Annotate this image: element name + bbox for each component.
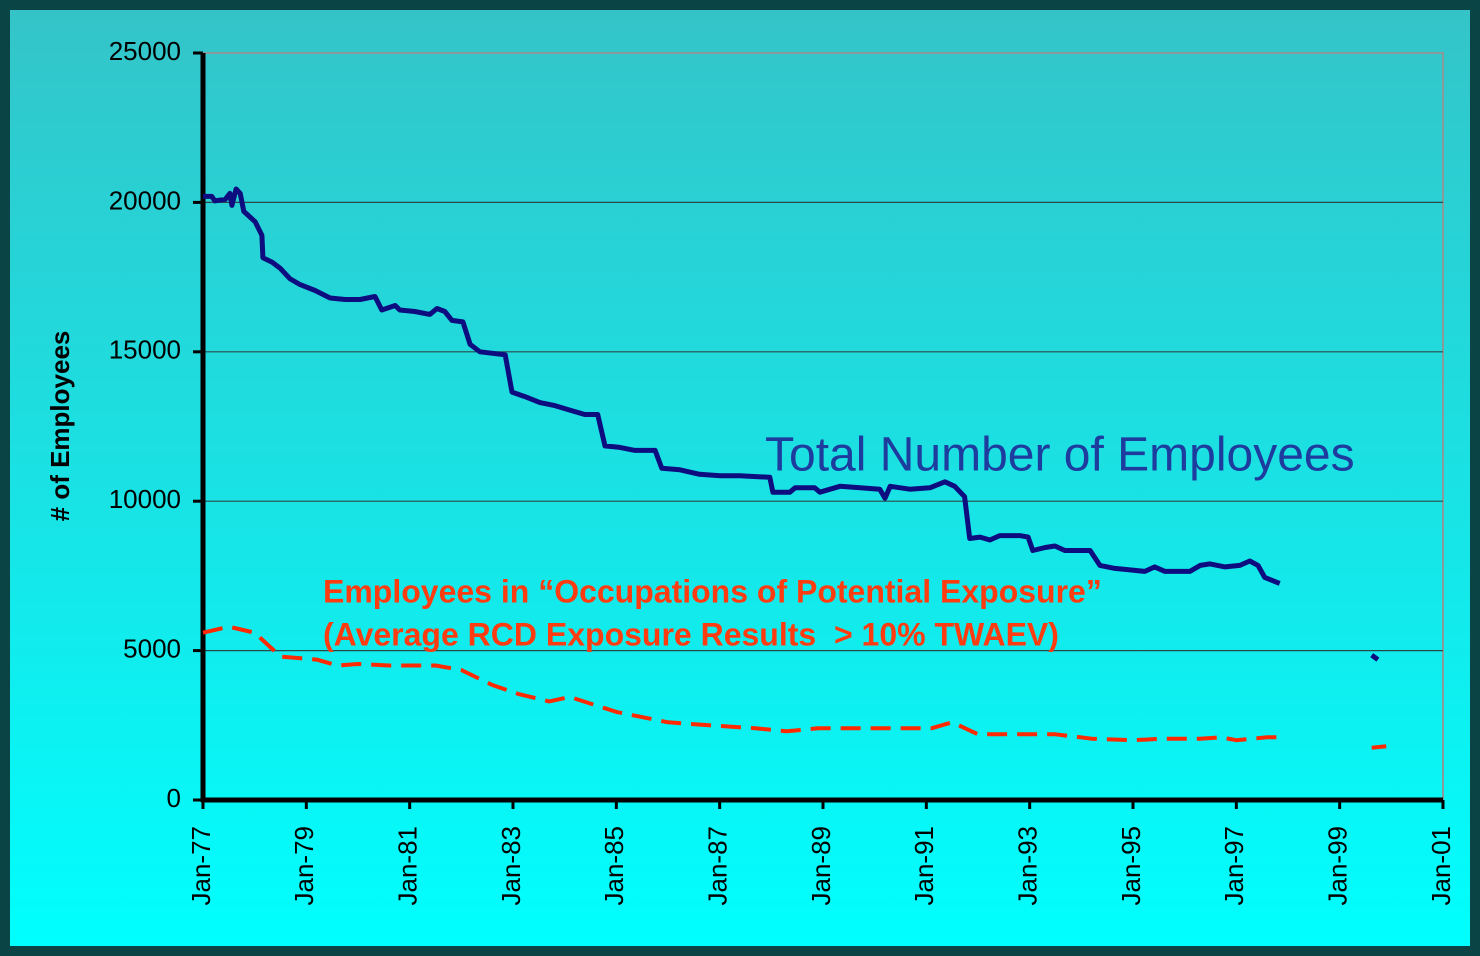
series-line <box>202 624 1387 750</box>
x-tick-label: Jan-91 <box>909 826 939 906</box>
annotation: (Average RCD Exposure Results > 10% TWAE… <box>323 616 1059 652</box>
x-tick-label: Jan-85 <box>599 826 629 906</box>
y-tick-label: 5000 <box>123 633 181 663</box>
x-tick-label: Jan-83 <box>496 826 526 906</box>
y-axis-label: # of Employees <box>45 331 75 522</box>
x-tick-label: Jan-93 <box>1013 826 1043 906</box>
x-tick-label: Jan-99 <box>1323 826 1353 906</box>
x-tick-label: Jan-97 <box>1219 826 1249 906</box>
series-line <box>203 186 1380 662</box>
x-tick-label: Jan-01 <box>1426 826 1456 906</box>
annotation: Employees in “Occupations of Potential E… <box>323 573 1102 609</box>
plot-border <box>203 52 1444 800</box>
annotation: Total Number of Employees <box>765 429 1355 482</box>
y-tick-label: 0 <box>167 783 181 813</box>
y-tick-label: 15000 <box>109 335 181 365</box>
x-tick-label: Jan-89 <box>806 826 836 906</box>
x-tick-label: Jan-77 <box>186 826 216 906</box>
y-tick-label: 20000 <box>109 185 181 215</box>
y-tick-label: 10000 <box>109 484 181 514</box>
x-tick-label: Jan-79 <box>289 826 319 906</box>
x-tick-label: Jan-87 <box>703 826 733 906</box>
x-tick-label: Jan-81 <box>393 826 423 906</box>
y-tick-label: 25000 <box>109 36 181 66</box>
x-tick-label: Jan-95 <box>1116 826 1146 906</box>
